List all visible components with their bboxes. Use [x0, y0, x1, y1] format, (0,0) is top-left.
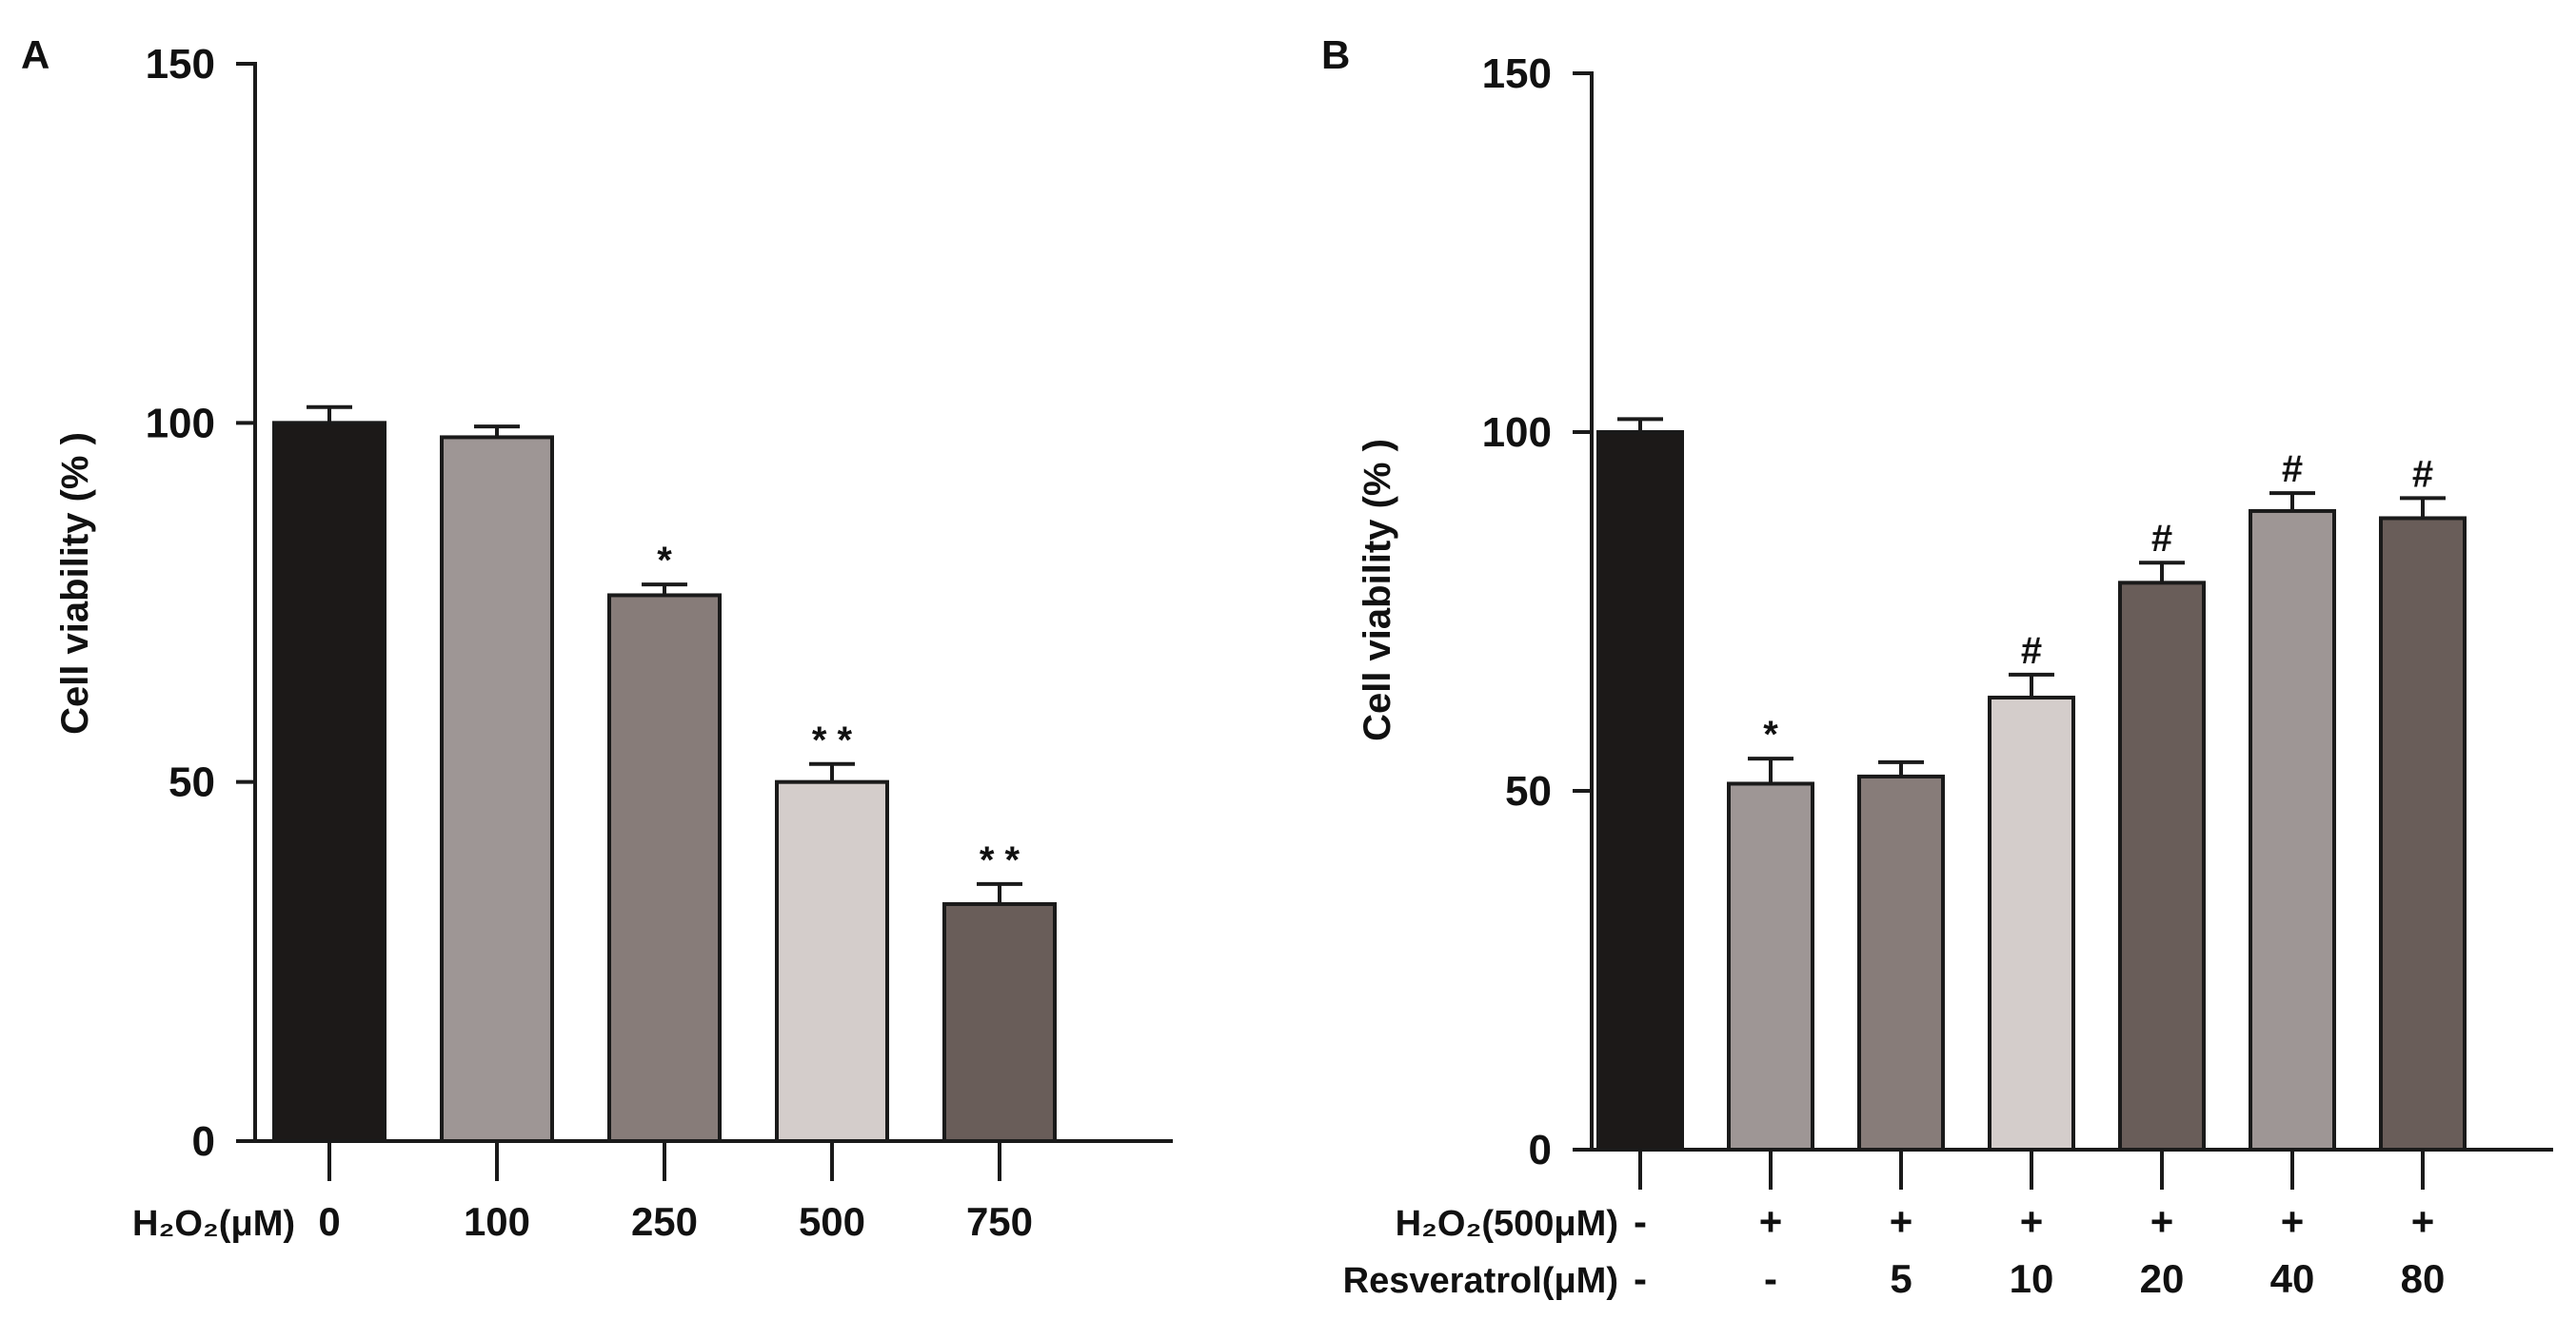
panel-a-y-tick-label: 150 [146, 41, 215, 88]
panel-a-category-label: 500 [799, 1199, 865, 1244]
panel-b-bar [2379, 516, 2467, 1152]
panel-a-bar [272, 421, 386, 1144]
panel-b-bar [2249, 508, 2336, 1152]
panel-a-y-tick-label: 100 [146, 400, 215, 446]
panel-a-category-label: 100 [464, 1199, 530, 1244]
panel-b-category-label: + [1759, 1199, 1783, 1244]
panel-b-significance-label: * [1763, 714, 1778, 756]
panel-b-chart: Cell viability (% ) H₂O₂(500μM) Resverat… [1343, 50, 2553, 1301]
panel-b-y-tick-label: 0 [1529, 1127, 1552, 1173]
panel-a-label: A [21, 32, 50, 77]
panel-a-bar [440, 435, 554, 1143]
panel-b-category-label: + [1890, 1199, 1913, 1244]
panel-b-category-label: + [2281, 1199, 2305, 1244]
panel-b-bar [1988, 695, 2075, 1152]
panel-b-bar [1727, 781, 1814, 1153]
panel-a-significance-label: * [657, 540, 672, 581]
panel-b-row-label-h2o2: H₂O₂(500μM) [1396, 1204, 1618, 1244]
panel-a-chart: Cell viability (% ) H₂O₂(μM) 0 50 100 150 0 1… [54, 41, 1173, 1244]
panel-b-y-tick-label: 150 [1482, 50, 1552, 97]
panel-a-category-label: 750 [966, 1199, 1033, 1244]
panel-b-category-label: 10 [2010, 1256, 2054, 1301]
panel-b-category-label: + [2150, 1199, 2174, 1244]
panel-a-y-tick-label: 50 [168, 759, 215, 806]
panel-a-bar [775, 779, 889, 1144]
panel-b-row-label-resveratrol: Resveratrol(μM) [1343, 1261, 1618, 1301]
panel-b-bar [1857, 774, 1945, 1152]
panel-b-significance-label: # [2021, 630, 2042, 672]
panel-b-category-label: - [1764, 1256, 1777, 1301]
panel-b-bar [2118, 581, 2206, 1152]
panel-a-significance-label: * * [980, 839, 1020, 881]
panel-b-y-tick-label: 50 [1505, 768, 1552, 815]
panel-b-category-label: 20 [2140, 1256, 2185, 1301]
panel-b-y-tick-label: 100 [1482, 409, 1552, 456]
panel-b-category-label: + [2020, 1199, 2044, 1244]
panel-a-category-label: 0 [318, 1199, 340, 1244]
panel-a-bar [607, 593, 722, 1143]
panel-b-y-axis-title: Cell viability (% ) [1357, 439, 1398, 741]
panel-b-category-label: 5 [1890, 1256, 1912, 1301]
panel-b-category-label: + [2411, 1199, 2435, 1244]
panel-b-label: B [1321, 32, 1350, 77]
panel-a-significance-label: * * [812, 719, 853, 761]
panel-b-category-label: 80 [2401, 1256, 2446, 1301]
panel-b-significance-label: # [2282, 448, 2303, 490]
panel-a-bar [942, 901, 1057, 1144]
panel-b-category-label: - [1634, 1256, 1647, 1301]
panel-b-significance-label: # [2412, 453, 2433, 495]
panel-a-y-tick-label: 0 [192, 1118, 215, 1165]
panel-a-y-axis-title: Cell viability (% ) [54, 432, 96, 735]
panel-b-category-label: - [1634, 1199, 1647, 1244]
panel-b-bar [1596, 430, 1684, 1152]
panel-a-row-label-h2o2: H₂O₂(μM) [132, 1204, 295, 1244]
panel-b-significance-label: # [2151, 518, 2172, 560]
panel-b-category-label: 40 [2270, 1256, 2315, 1301]
panel-a-category-label: 250 [631, 1199, 698, 1244]
